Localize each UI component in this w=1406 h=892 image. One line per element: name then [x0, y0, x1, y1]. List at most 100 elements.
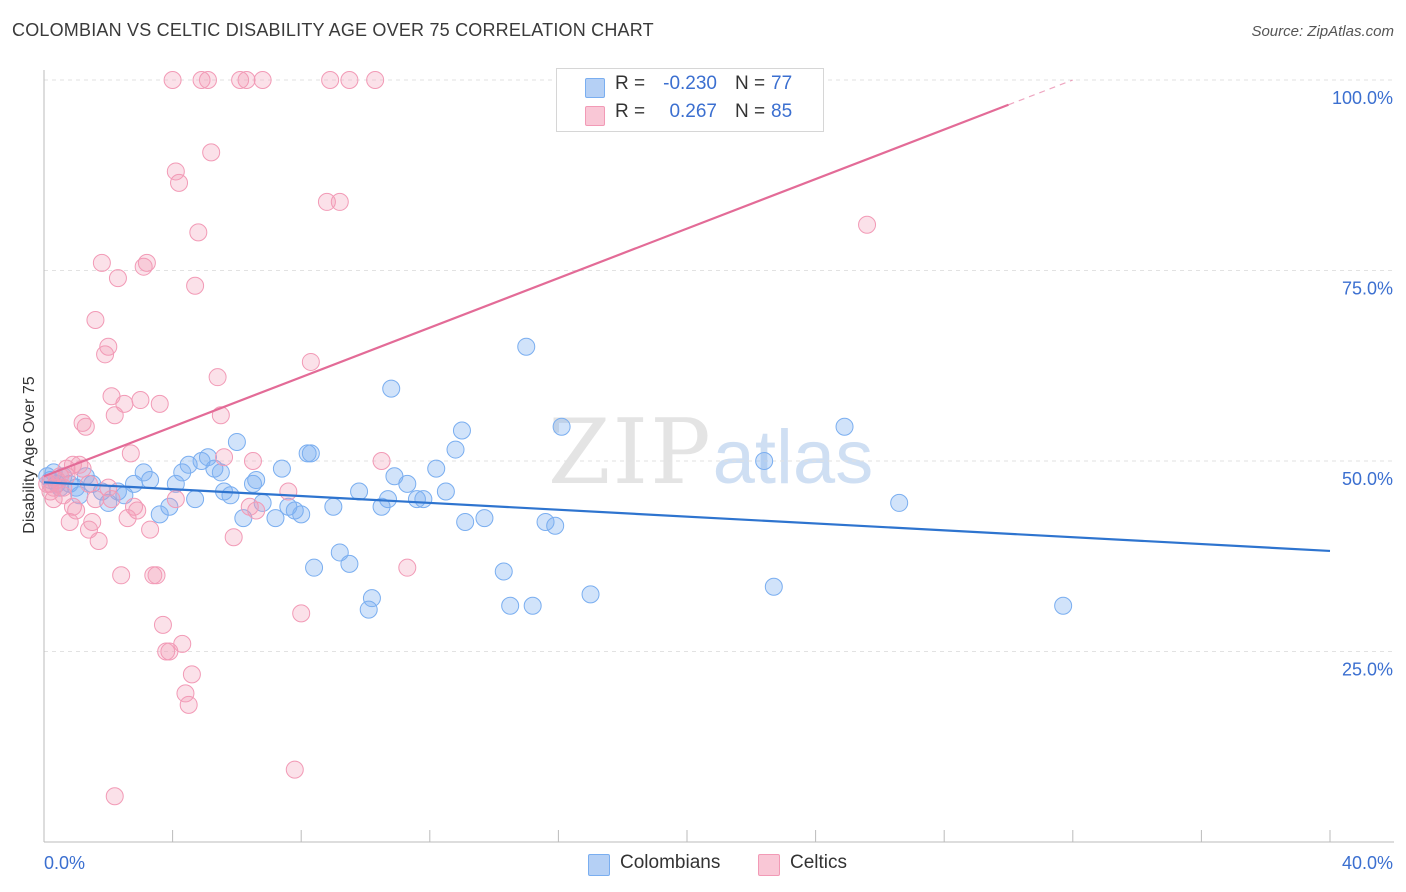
celtics-point: [92, 253, 111, 272]
colombians-legend-label: Colombians: [620, 852, 721, 873]
legend-n-value: 85: [771, 101, 793, 122]
watermark-zip: ZIP: [548, 400, 713, 505]
celtics-point: [86, 490, 105, 509]
colombians-point: [764, 577, 783, 596]
colombians-point: [452, 421, 471, 440]
source-label: Source: ZipAtlas.com: [1251, 23, 1394, 40]
legend-n-label: N =: [735, 101, 766, 122]
legend-row-celtics: R = 0.267 N = 85: [557, 101, 823, 129]
celtics-point: [173, 634, 192, 653]
y-tick-label: 50.0%: [1342, 469, 1393, 489]
celtics-point: [153, 615, 172, 634]
celtics-point: [179, 695, 198, 714]
celtics-point: [118, 509, 137, 528]
celtics-point: [137, 253, 156, 272]
colombians-point: [198, 448, 217, 467]
y-tick-label: 25.0%: [1342, 660, 1393, 680]
colombians-point: [150, 505, 169, 524]
colombians-point: [436, 482, 455, 501]
celtics-point: [372, 452, 391, 470]
colombians-point: [427, 459, 446, 478]
colombians-point: [272, 459, 291, 478]
colombians-point: [134, 463, 153, 482]
colombians-point: [173, 463, 192, 482]
celtics-point: [60, 512, 79, 531]
celtics-point: [73, 459, 92, 478]
celtics-point: [121, 444, 140, 463]
celtics-point: [80, 520, 99, 539]
celtics-point: [301, 352, 320, 371]
celtics-point: [163, 71, 182, 89]
celtics-point: [67, 501, 86, 520]
celtics-point: [99, 337, 118, 356]
celtics-point: [858, 215, 877, 234]
watermark-atlas: atlas: [712, 415, 874, 500]
colombians-point: [186, 490, 205, 509]
y-tick-label: 75.0%: [1342, 279, 1393, 299]
celtics-trend-line-extension: [1008, 79, 1074, 106]
celtics-point: [141, 520, 160, 539]
celtics-point: [211, 406, 230, 425]
celtics-point: [182, 665, 201, 684]
colombians-swatch-icon: [585, 78, 605, 98]
celtics-point: [166, 490, 185, 509]
colombians-point: [160, 497, 179, 516]
colombians-point: [835, 417, 854, 436]
colombians-point: [221, 486, 240, 505]
celtics-point: [102, 490, 121, 509]
legend-row-colombians: R = -0.230 N = 77: [557, 73, 823, 101]
celtics-point: [285, 760, 304, 779]
colombians-point: [350, 482, 369, 501]
legend-r-label: R =: [615, 101, 646, 122]
colombians-point: [1054, 596, 1073, 615]
colombians-point: [292, 505, 311, 524]
celtics-point: [176, 684, 195, 703]
colombians-point: [446, 440, 465, 459]
colombians-point: [382, 379, 401, 398]
celtics-point: [224, 528, 243, 547]
legend-n-value: 77: [771, 73, 793, 94]
colombians-point: [494, 562, 513, 581]
celtics-point: [150, 394, 169, 413]
colombians-point: [890, 493, 909, 512]
colombians-point: [523, 596, 542, 615]
colombians-point: [211, 463, 230, 482]
colombians-legend-icon: [588, 854, 610, 876]
celtics-point: [253, 71, 272, 89]
colombians-point: [305, 558, 324, 577]
x-tick-label: 40.0%: [1342, 853, 1393, 873]
legend-r-value: 0.267: [669, 101, 717, 122]
celtics-point: [321, 71, 340, 89]
legend-r-value: -0.230: [663, 73, 717, 94]
colombians-trend-line: [43, 481, 1331, 553]
legend-n-label: N =: [735, 73, 766, 94]
celtics-point: [292, 604, 311, 623]
colombians-point: [475, 509, 494, 528]
celtics-point: [76, 417, 95, 436]
celtics-point: [243, 452, 262, 470]
colombians-point: [324, 497, 343, 516]
colombians-point: [227, 432, 246, 451]
celtics-point: [128, 501, 147, 520]
colombians-point: [546, 516, 565, 535]
celtics-point: [340, 71, 359, 89]
celtics-point: [330, 192, 349, 211]
celtics-point: [398, 558, 417, 577]
colombians-point: [581, 585, 600, 604]
chart-title: COLOMBIAN VS CELTIC DISABILITY AGE OVER …: [12, 20, 654, 40]
celtics-legend-label: Celtics: [790, 852, 848, 873]
colombians-point: [141, 471, 160, 490]
celtics-point: [208, 368, 227, 387]
colombians-point: [398, 474, 417, 493]
colombians-point: [359, 600, 378, 619]
celtics-legend-icon: [758, 854, 780, 876]
colombians-point: [379, 490, 398, 509]
celtics-point: [240, 497, 259, 516]
celtics-point: [108, 269, 127, 288]
celtics-point: [231, 71, 250, 89]
celtics-point: [105, 787, 124, 806]
colombians-point: [552, 417, 571, 436]
colombians-point: [362, 589, 381, 608]
colombians-point: [340, 554, 359, 573]
